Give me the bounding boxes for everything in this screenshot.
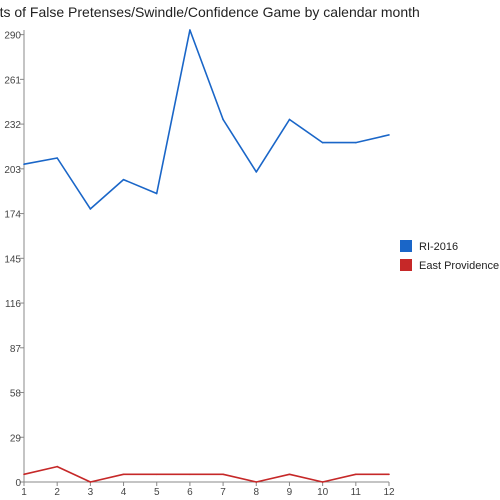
y-tick-label: 290	[4, 31, 21, 42]
data-point	[222, 473, 224, 476]
legend: RI-2016 East Providence	[400, 240, 499, 272]
data-point	[89, 481, 92, 483]
data-point	[122, 473, 125, 476]
y-tick-label: 145	[4, 254, 21, 265]
data-point	[255, 481, 258, 483]
y-tick-label: 232	[4, 120, 21, 131]
data-point	[155, 192, 158, 195]
y-tick-label: 261	[4, 75, 21, 86]
series-line-1	[23, 29, 390, 210]
x-tick-label: 3	[88, 487, 94, 498]
y-tick-label: 29	[10, 433, 22, 444]
data-point	[321, 481, 324, 483]
x-tick-label: 9	[287, 487, 293, 498]
data-point	[23, 473, 25, 476]
x-tick-label: 7	[220, 487, 226, 498]
data-point	[89, 208, 92, 210]
legend-swatch	[400, 240, 412, 252]
x-tick-label: 5	[154, 487, 160, 498]
y-tick-label: 174	[4, 210, 21, 221]
x-tick-label: 6	[187, 487, 193, 498]
x-tick-label: 10	[317, 487, 329, 498]
data-point	[255, 171, 258, 173]
x-tick-label: 1	[21, 487, 27, 498]
x-tick-label: 2	[54, 487, 60, 498]
legend-label: RI-2016	[419, 241, 458, 253]
legend-swatch	[400, 259, 412, 271]
data-point	[288, 473, 291, 476]
y-tick-label: 58	[10, 389, 22, 400]
data-point	[155, 473, 158, 476]
data-point	[189, 473, 191, 476]
data-point	[122, 178, 125, 181]
data-point	[288, 118, 291, 121]
data-point	[355, 141, 357, 144]
data-point	[189, 29, 191, 31]
data-point	[56, 465, 58, 468]
y-tick-label: 87	[10, 344, 22, 355]
x-axis-ticks: 1 2 3 4 5 6 7 8 9 10 11 12	[21, 482, 395, 498]
data-point	[321, 141, 324, 144]
chart-title: unts of False Pretenses/Swindle/Confiden…	[0, 4, 420, 20]
x-tick-label: 11	[351, 487, 362, 498]
y-tick-label: 116	[5, 299, 21, 310]
x-tick-label: 12	[383, 487, 395, 498]
data-point	[23, 163, 25, 166]
data-point	[222, 118, 224, 121]
y-axis-ticks: 0 29 58 87 116 145 174 203 232 261 290	[4, 31, 24, 489]
data-point	[388, 473, 390, 476]
y-tick-label: 0	[15, 478, 21, 489]
y-tick-label: 203	[4, 165, 21, 176]
series-group	[23, 29, 390, 483]
x-tick-label: 4	[121, 487, 127, 498]
data-point	[56, 157, 58, 159]
data-point	[355, 473, 357, 476]
series-line-2	[23, 465, 389, 483]
data-point	[388, 134, 390, 136]
legend-label: East Providence	[419, 260, 499, 272]
x-tick-label: 8	[253, 487, 259, 498]
